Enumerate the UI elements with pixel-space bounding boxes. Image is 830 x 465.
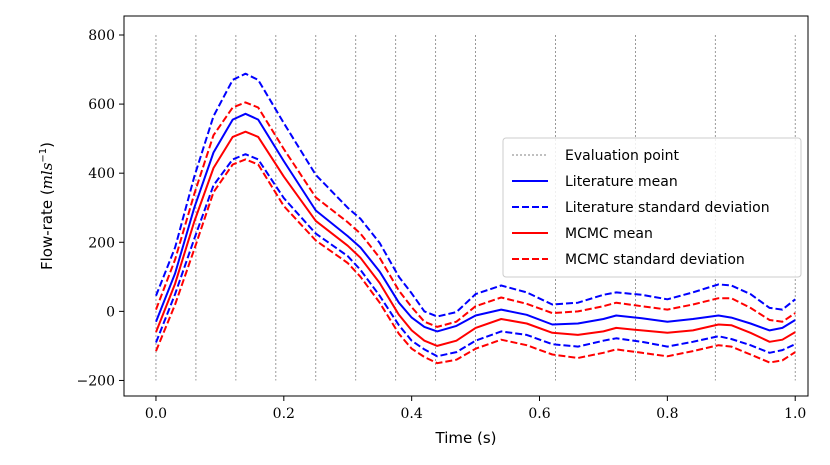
series-line-literature-standard-deviation-lower [155, 153, 796, 358]
legend-lit-mean-label: Literature mean [565, 174, 678, 190]
y-tick-label-1: 0 [106, 304, 115, 320]
legend-mcmc-std-label: MCMC standard deviation [565, 252, 745, 268]
x-tick-label-5: 1.0 [784, 406, 806, 422]
x-tick-label-0: 0.0 [145, 406, 167, 422]
legend-box [502, 137, 802, 278]
y-axis: −200 0 200 400 600 800 [77, 28, 124, 389]
legend-mcmc-mean-label: MCMC mean [565, 226, 653, 242]
x-tick-label-2: 0.4 [401, 406, 423, 422]
series-line-mcmc-standard-deviation-lower [155, 158, 796, 365]
legend-lit-std-label: Literature standard deviation [565, 200, 770, 216]
legend-evaluation-label: Evaluation point [565, 148, 680, 164]
y-tick-label-2: 200 [88, 235, 115, 251]
y-axis-label: Flow-rate (mls−1) [38, 142, 56, 270]
plot-area [123, 15, 809, 397]
y-tick-label-5: 800 [88, 28, 115, 44]
y-tick-label-0: −200 [77, 373, 115, 389]
series-line-mcmc-standard-deviation [155, 101, 796, 328]
legend: Evaluation point Literature mean Literat… [502, 137, 802, 278]
x-tick-label-3: 0.6 [528, 406, 550, 422]
series-lines [155, 72, 796, 365]
x-tick-label-4: 0.8 [656, 406, 678, 422]
series-line-literature-mean [155, 112, 796, 333]
x-axis-label: Time (s) [435, 429, 497, 447]
x-tick-label-1: 0.2 [273, 406, 295, 422]
x-axis: 0.0 0.2 0.4 0.6 0.8 1.0 [145, 396, 806, 422]
y-tick-label-3: 400 [88, 166, 115, 182]
series-line-mcmc-mean [155, 130, 796, 347]
y-tick-label-4: 600 [88, 97, 115, 113]
